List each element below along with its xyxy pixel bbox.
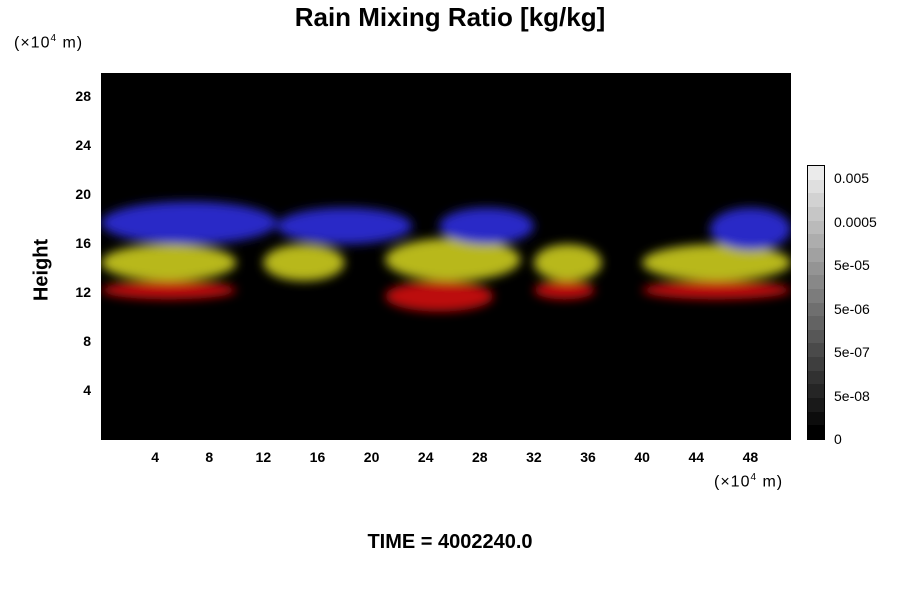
heatmap-band-0-2 <box>533 280 595 300</box>
x-tick-label: 12 <box>255 449 272 465</box>
y-tick-label: 28 <box>75 88 91 105</box>
colorbar-segment <box>808 370 824 385</box>
heatmap-band-0-1 <box>385 280 494 312</box>
y-axis-label: Height <box>30 238 53 302</box>
heatmap-band-2-2 <box>439 207 534 245</box>
x-tick-label: 48 <box>742 449 759 465</box>
y-tick-label: 8 <box>83 333 91 350</box>
x-tick-label: 20 <box>363 449 380 465</box>
chart-title: Rain Mixing Ratio [kg/kg] <box>294 2 606 32</box>
heatmap-band-1-3 <box>533 244 602 281</box>
x-axis-unit: (×104 m) <box>714 472 784 491</box>
plot-area <box>101 73 791 440</box>
colorbar-label: 0 <box>834 431 842 447</box>
colorbar-segment <box>808 302 824 317</box>
colorbar-label: 0.005 <box>834 170 870 186</box>
heatmap-band-1-4 <box>642 244 791 281</box>
x-tick-label: 28 <box>472 449 488 465</box>
y-tick-label: 12 <box>75 284 91 301</box>
colorbar-segment <box>808 220 824 235</box>
heatmap-plot <box>101 73 791 440</box>
heatmap-band-1-1 <box>263 244 345 281</box>
y-tick-label: 20 <box>75 186 91 203</box>
colorbar-segment <box>808 166 824 181</box>
colorbar-segment <box>808 193 824 208</box>
heatmap-band-1-0 <box>101 244 237 281</box>
colorbar-label: 5e-07 <box>834 344 870 360</box>
colorbar-segment <box>808 425 824 439</box>
heatmap-band-2-3 <box>709 207 791 251</box>
colorbar <box>807 165 825 440</box>
y-axis-unit: (×104 m) <box>14 33 84 52</box>
x-tick-label: 40 <box>634 449 650 465</box>
colorbar-segment <box>808 384 824 399</box>
colorbar-segment <box>808 316 824 331</box>
x-tick-label: 36 <box>580 449 596 465</box>
heatmap-band-1-2 <box>385 238 521 281</box>
x-tick-label: 44 <box>688 449 705 465</box>
colorbar-label: 5e-06 <box>834 300 870 317</box>
colorbar-segment <box>808 234 824 249</box>
y-tick-label: 16 <box>75 235 91 252</box>
heatmap-band-2-1 <box>276 207 413 245</box>
x-tick-label: 8 <box>205 449 214 465</box>
colorbar-segment <box>808 179 824 194</box>
colorbar-segment <box>808 206 824 222</box>
colorbar-segment <box>808 261 824 276</box>
y-tick-label: 24 <box>75 137 91 154</box>
colorbar-label: 0.0005 <box>834 213 877 230</box>
colorbar-segment <box>808 411 824 426</box>
x-tick-label: 16 <box>309 449 326 465</box>
y-tick-label: 4 <box>83 382 91 399</box>
colorbar-segment <box>808 329 824 344</box>
time-label: TIME = 4002240.0 <box>367 531 533 553</box>
heatmap-band-0-3 <box>642 280 791 300</box>
heatmap-band-2-0 <box>101 201 277 245</box>
colorbar-segment <box>808 398 824 413</box>
colorbar-segment <box>808 247 824 263</box>
colorbar-label: 5e-08 <box>834 387 870 404</box>
x-tick-label: 4 <box>151 449 159 465</box>
heatmap-band-0-0 <box>101 280 237 300</box>
colorbar-label: 5e-05 <box>834 257 870 273</box>
colorbar-segment <box>808 343 824 358</box>
colorbar-segment <box>808 275 824 290</box>
colorbar-segment <box>808 357 824 372</box>
x-tick-label: 32 <box>526 449 542 465</box>
x-tick-label: 24 <box>417 449 434 465</box>
colorbar-segment <box>808 288 824 303</box>
